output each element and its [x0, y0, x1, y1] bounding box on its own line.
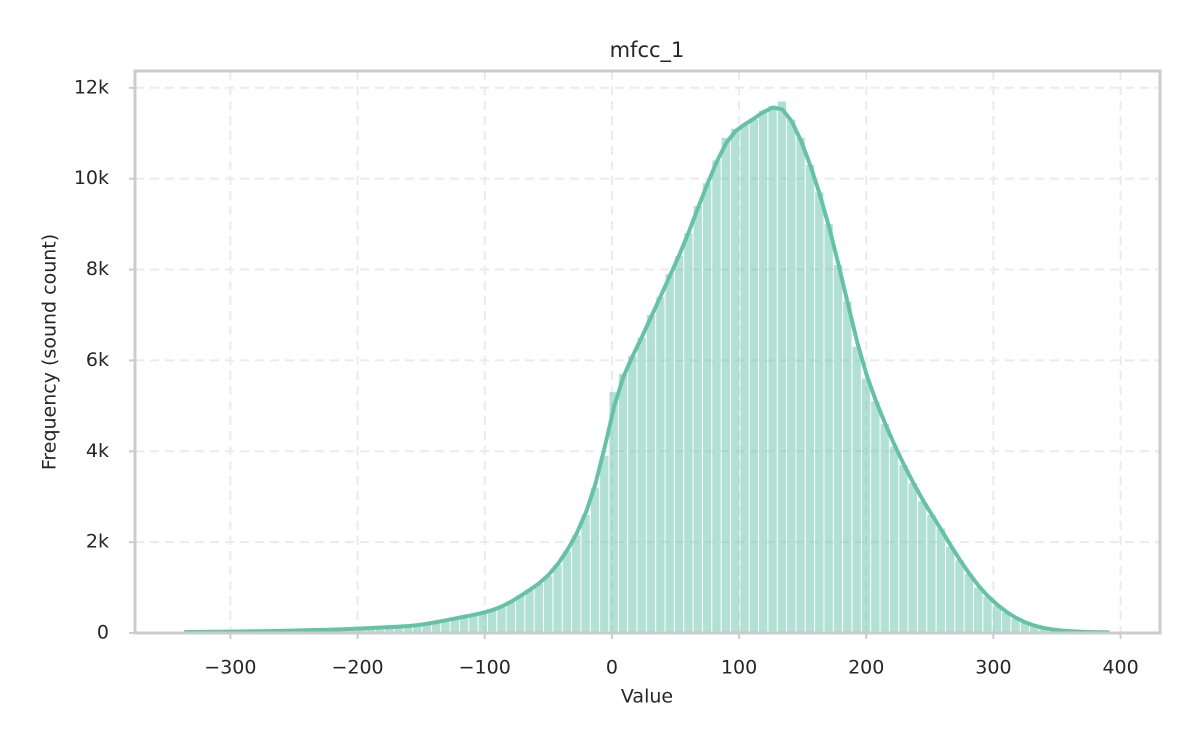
histogram-bar — [749, 119, 759, 633]
histogram-bar — [880, 424, 889, 633]
histogram-bar — [665, 274, 674, 633]
histogram-bar — [487, 610, 497, 633]
histogram-bar — [478, 613, 487, 633]
histogram-bar — [375, 627, 385, 633]
x-tick-label: −200 — [331, 657, 383, 679]
histogram-bar — [684, 233, 693, 633]
histogram-bar — [459, 616, 469, 633]
histogram-bar — [600, 455, 609, 633]
histogram-bar — [347, 628, 357, 633]
histogram-bar — [712, 160, 721, 633]
histogram-bar — [422, 623, 431, 633]
histogram-bar — [1020, 623, 1030, 633]
histogram-bar — [497, 607, 506, 633]
histogram-bar — [917, 501, 927, 633]
histogram-bar — [572, 535, 581, 633]
histogram-bar — [964, 573, 974, 633]
histogram-bar — [646, 314, 656, 633]
histogram-bar — [469, 614, 478, 633]
histogram-bar — [609, 392, 618, 633]
histogram-bar — [908, 483, 917, 633]
histogram-bar — [1002, 612, 1011, 633]
histogram-bar — [796, 137, 805, 633]
histogram-bar — [674, 255, 684, 633]
histogram-bar — [730, 128, 740, 633]
histogram-bar — [815, 192, 824, 634]
histogram-bar — [740, 124, 749, 634]
histogram-bar — [889, 446, 899, 633]
y-tick-label: 12k — [74, 76, 109, 98]
x-axis-label: Value — [621, 686, 673, 708]
histogram-bar — [544, 576, 553, 633]
histogram-bar — [1039, 628, 1048, 633]
y-tick-label: 2k — [86, 531, 109, 553]
histogram-bar — [992, 605, 1002, 633]
histogram-bar — [927, 514, 936, 633]
y-tick-label: 6k — [86, 349, 109, 371]
x-tick-label: 300 — [975, 657, 1011, 679]
histogram-bar — [637, 337, 646, 633]
histogram-bar — [590, 487, 600, 633]
x-tick-label: 400 — [1102, 657, 1138, 679]
histogram-bar — [534, 583, 544, 633]
y-tick-label: 8k — [86, 258, 109, 280]
histogram-bar — [805, 165, 815, 633]
histogram-bar — [450, 618, 459, 633]
histogram-bar — [394, 626, 403, 633]
histogram-bar — [628, 355, 637, 633]
x-tick-label: 100 — [721, 657, 757, 679]
histogram-bar — [702, 183, 712, 634]
x-tick-label: −300 — [204, 657, 256, 679]
histogram-bar — [871, 401, 880, 633]
histogram-bar — [506, 602, 516, 633]
histogram-bar — [553, 564, 562, 633]
histogram-bar — [721, 137, 730, 633]
chart-title: mfcc_1 — [610, 38, 685, 63]
histogram-bar — [581, 514, 590, 633]
histogram-bar — [983, 596, 992, 633]
histogram-bar — [974, 587, 983, 633]
y-tick-label: 4k — [86, 440, 109, 462]
histogram-bar — [777, 101, 787, 634]
histogram-bar — [366, 628, 375, 633]
histogram-bar — [861, 378, 871, 633]
histogram-bar — [899, 464, 908, 633]
y-tick-label: 0 — [97, 622, 109, 644]
histogram-bar — [413, 625, 422, 633]
histogram-bar — [945, 546, 955, 633]
x-tick-label: 0 — [606, 657, 618, 679]
histogram-bar — [357, 628, 366, 633]
histogram-bar — [852, 346, 861, 633]
histogram-bar — [656, 296, 665, 633]
histogram-bar — [955, 560, 964, 633]
histogram-bar — [936, 528, 945, 633]
x-tick-label: −100 — [459, 657, 511, 679]
histogram-bar — [441, 620, 450, 633]
plot-frame — [133, 69, 1162, 635]
y-axis-label: Frequency (sound count) — [39, 234, 61, 470]
y-tick-label: 10k — [74, 167, 109, 189]
histogram-bar — [618, 374, 628, 633]
histogram-bar — [1030, 626, 1039, 633]
histogram-bar — [693, 205, 702, 634]
x-tick-label: 200 — [848, 657, 884, 679]
histogram-bar — [385, 627, 394, 633]
histogram-bar — [431, 622, 441, 633]
histogram-bar — [403, 626, 413, 633]
histogram-bar — [843, 301, 852, 633]
histogram-bar — [833, 264, 843, 633]
histogram-bar — [525, 589, 534, 633]
histogram-bar — [824, 224, 833, 633]
histogram-bar — [562, 551, 572, 633]
histogram-bar — [768, 105, 777, 633]
histogram-bar — [516, 595, 525, 633]
histogram-bar — [759, 110, 768, 634]
histogram-bar — [787, 119, 796, 633]
kde-curve — [184, 105, 1110, 635]
histogram-bar — [1011, 618, 1020, 633]
